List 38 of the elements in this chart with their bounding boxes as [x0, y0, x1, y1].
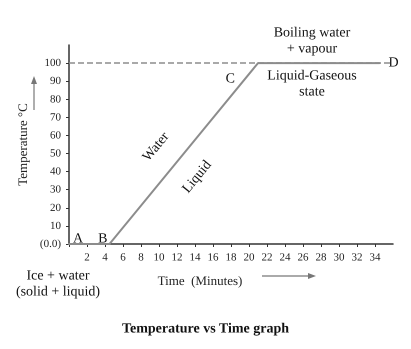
y-tick-label: 40	[50, 166, 62, 178]
y-tick-label: 10	[50, 220, 62, 232]
x-tick-label: 32	[352, 252, 362, 264]
x-tick-label: 12	[172, 252, 182, 264]
y-tick-label: 80	[50, 93, 62, 106]
x-tick-label: 4	[102, 252, 108, 264]
annotation: D	[388, 56, 399, 71]
y-tick-label: 60	[50, 129, 62, 142]
x-tick-label: 10	[154, 252, 165, 264]
y-tick-label: 100	[44, 57, 62, 70]
x-axis-title: Time (Minutes)	[158, 273, 242, 288]
y-tick-label: 70	[50, 111, 62, 124]
annotation: C	[226, 72, 235, 87]
y-tick-label: 30	[50, 184, 62, 196]
text: Ice + water (solid + liquid)	[16, 268, 100, 300]
x-tick-label: 16	[208, 252, 219, 264]
x-tick-label: 26	[298, 252, 309, 264]
y-axis-title: Temperature °C	[15, 103, 30, 186]
x-tick-label: 2	[84, 252, 90, 264]
x-tick-label: 24	[280, 252, 291, 264]
x-tick-label: 28	[316, 252, 327, 264]
x-tick-label: 6	[120, 252, 126, 264]
y-tick-label: 90	[50, 75, 62, 88]
y-tick-label: 20	[50, 202, 62, 214]
text: Temperature vs Time graph	[122, 322, 290, 336]
annotation: Boiling water + vapour	[274, 26, 351, 56]
x-tick-label: 8	[138, 252, 144, 264]
x-tick-label: 14	[190, 252, 201, 264]
x-tick-label: 18	[226, 252, 237, 264]
y-tick-label: (0.0)	[40, 238, 62, 250]
annotation: A	[73, 232, 84, 246]
x-tick-label: 20	[244, 252, 255, 264]
x-tick-label: 22	[262, 252, 272, 264]
y-tick-label: 50	[50, 148, 62, 160]
annotation: Liquid-Gaseous state	[267, 68, 357, 100]
annotation: B	[98, 232, 108, 246]
x-tick-label: 30	[334, 252, 345, 264]
x-tick-label: 34	[370, 252, 381, 264]
